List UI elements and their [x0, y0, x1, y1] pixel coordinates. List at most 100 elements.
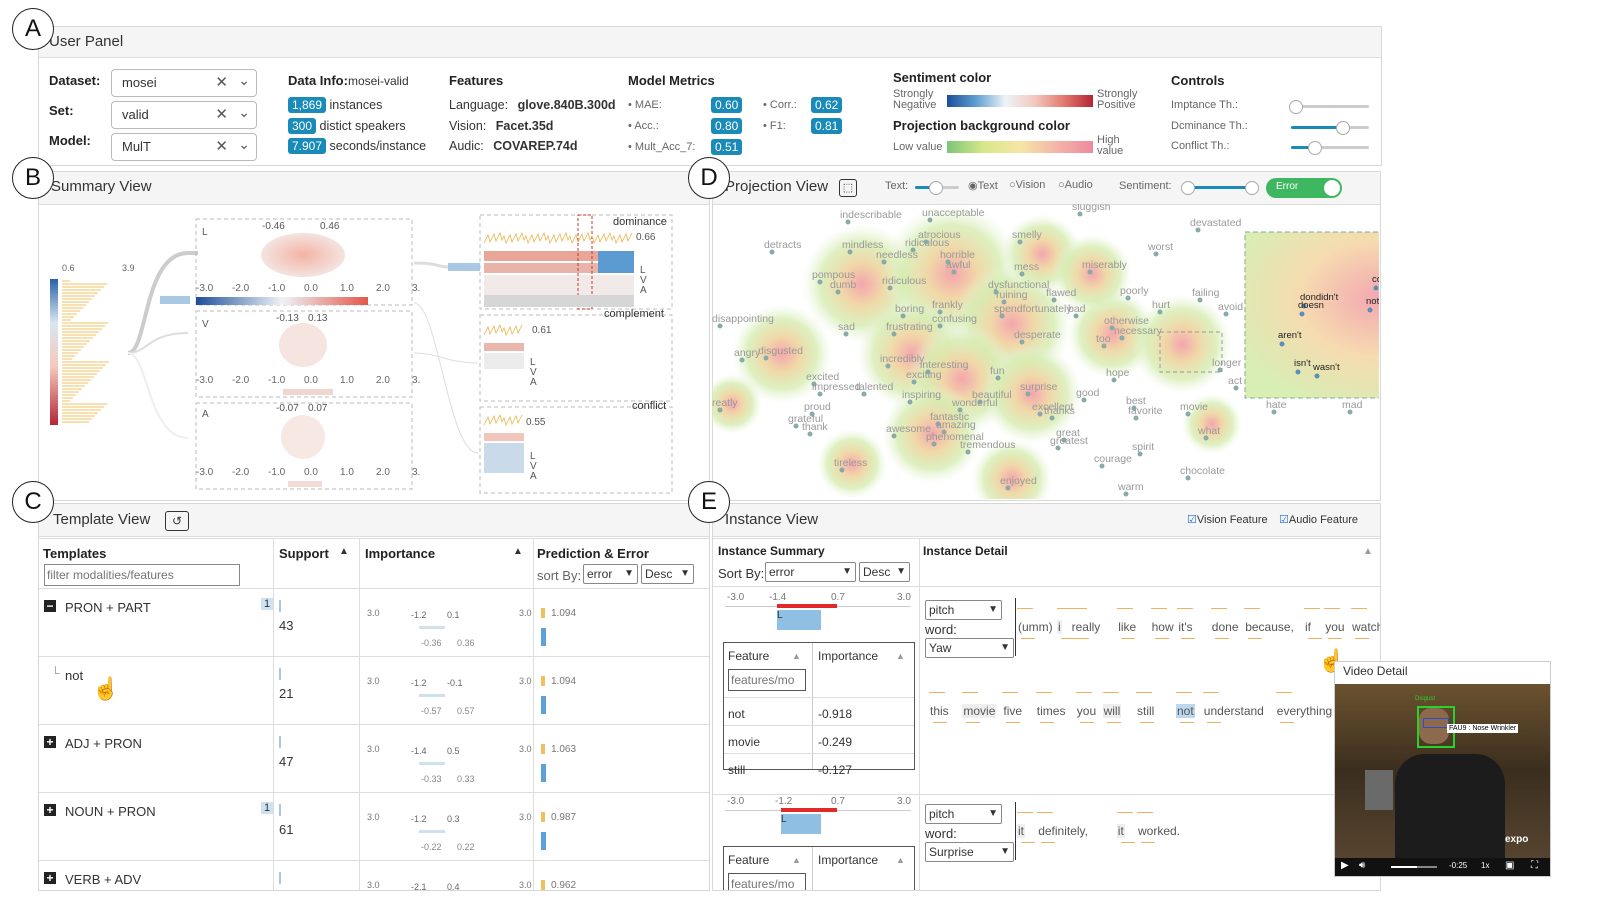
detail-word[interactable]: you	[1076, 704, 1097, 718]
dataset-select[interactable]: mosei ✕ ⌄	[111, 69, 257, 97]
chevron-down-icon[interactable]: ⌄	[238, 136, 250, 152]
detail-word[interactable]: five	[1003, 704, 1023, 718]
detail-word[interactable]: how	[1151, 620, 1174, 634]
reset-icon[interactable]: ↺	[165, 511, 189, 531]
chevron-down-icon[interactable]: ⌄	[238, 104, 250, 120]
sort-asc-icon[interactable]: ▲	[792, 651, 801, 661]
detail-word[interactable]: still	[1137, 704, 1155, 718]
word-select[interactable]: Surprise ▼	[925, 842, 1014, 862]
sort-asc-icon[interactable]: ▲	[792, 855, 801, 865]
detail-word[interactable]: worked.	[1138, 824, 1181, 838]
detail-word[interactable]: times	[1036, 704, 1066, 718]
conflict-slider[interactable]	[1291, 141, 1369, 155]
zoom-panel[interactable]	[1244, 231, 1379, 399]
template-label[interactable]: PRON + PART	[65, 600, 151, 615]
feature-filter-input[interactable]	[728, 669, 806, 691]
sort-order-select[interactable]: Desc ▼	[641, 564, 694, 584]
template-row[interactable]: + NOUN + PRON 1 61 3.0 3.0 -1.2 0.3 -0.22 0.22 0.9…	[39, 794, 709, 861]
sort-asc-icon[interactable]: ▲	[339, 546, 349, 557]
chevron-down-icon[interactable]: ⌄	[238, 72, 250, 88]
template-row[interactable]: + VERB + ADV 3.0 3.0 -2.1 0.4 0.962	[39, 862, 709, 890]
pitch-select[interactable]: pitch ▼	[925, 804, 1002, 824]
detail-word[interactable]: it	[1017, 824, 1025, 838]
importance-col[interactable]: Importance	[818, 649, 879, 663]
detail-word[interactable]: (umm)	[1018, 620, 1053, 634]
template-row[interactable]: − PRON + PART 1 43 3.0 3.0 -1.2 0.1 -0.36 0.36 1.0…	[39, 590, 709, 657]
col-templates[interactable]: Templates	[43, 546, 107, 561]
template-row[interactable]: └ not 21 3.0 3.0 -1.2 -0.1 -0.57 0.57 1.094	[39, 658, 709, 725]
playback-speed[interactable]: 1x	[1481, 861, 1490, 870]
checkbox-icon[interactable]: ☑	[1279, 514, 1289, 526]
lasso-icon[interactable]: ⬚	[839, 179, 857, 197]
sort-asc-icon[interactable]: ▲	[896, 651, 905, 661]
template-label[interactable]: not	[65, 668, 84, 683]
radio-icon[interactable]: ○	[1009, 179, 1016, 191]
template-filter-input[interactable]	[44, 564, 240, 586]
sort-asc-icon[interactable]: ▲	[513, 546, 523, 557]
importance-knob[interactable]	[1288, 100, 1303, 114]
detail-word[interactable]: definitely,	[1038, 824, 1088, 838]
sort-asc-icon[interactable]: ▲	[1363, 546, 1373, 557]
feature-col[interactable]: Feature	[728, 853, 770, 867]
set-select[interactable]: valid ✕ ⌄	[111, 101, 257, 129]
radio-audio[interactable]: ○Audio	[1058, 179, 1093, 191]
detail-word[interactable]: everything	[1276, 704, 1333, 718]
dominance-slider[interactable]	[1291, 121, 1369, 135]
detail-word[interactable]: watch	[1352, 620, 1381, 634]
sentiment-range-slider[interactable]	[1181, 181, 1259, 195]
template-row[interactable]: + ADJ + PRON 47 3.0 3.0 -1.4 0.5 -0.33 0.33 1.063	[39, 726, 709, 793]
volume-icon[interactable]: 🔊︎	[1359, 860, 1366, 871]
template-label[interactable]: ADJ + PRON	[65, 736, 142, 751]
radio-text[interactable]: ◉Text	[968, 180, 998, 192]
detail-word[interactable]: it's	[1178, 620, 1193, 634]
expand-icon[interactable]: +	[44, 872, 56, 884]
detail-word[interactable]: like	[1118, 620, 1137, 634]
detail-word[interactable]: you	[1325, 620, 1345, 634]
radio-icon[interactable]: ○	[1058, 179, 1065, 191]
instance-sort-order[interactable]: Desc ▼	[859, 562, 910, 582]
feature-col[interactable]: Feature	[728, 649, 770, 663]
range-min-knob[interactable]	[1181, 181, 1195, 195]
clear-icon[interactable]: ✕	[215, 138, 228, 155]
template-label[interactable]: NOUN + PRON	[65, 804, 156, 819]
video-progress[interactable]	[1391, 866, 1437, 868]
model-select[interactable]: MulT ✕ ⌄	[111, 133, 257, 161]
pitch-select[interactable]: pitch ▼	[925, 600, 1002, 620]
play-icon[interactable]: ▶	[1341, 860, 1349, 871]
detail-word[interactable]: i	[1057, 620, 1062, 634]
range-max-knob[interactable]	[1245, 181, 1259, 195]
detail-word[interactable]: really	[1071, 620, 1101, 634]
error-toggle[interactable]: Error	[1266, 178, 1342, 198]
detail-word[interactable]: will	[1102, 704, 1122, 718]
expand-icon[interactable]: +	[44, 736, 56, 748]
conflict-knob[interactable]	[1308, 141, 1323, 155]
checkbox-icon[interactable]: ☑	[1187, 514, 1197, 526]
zoom-source-box[interactable]	[1159, 331, 1223, 373]
importance-col[interactable]: Importance	[818, 853, 879, 867]
audio-feature-checkbox[interactable]: ☑Audio Feature	[1279, 514, 1358, 526]
detail-word[interactable]: it	[1116, 824, 1125, 838]
vision-feature-checkbox[interactable]: ☑Vision Feature	[1187, 514, 1268, 526]
detail-word[interactable]: understand	[1203, 704, 1264, 718]
detail-word[interactable]: not	[1176, 704, 1195, 718]
detail-word[interactable]: done	[1211, 620, 1239, 634]
pip-icon[interactable]: ▣	[1505, 860, 1515, 871]
selection-box[interactable]	[577, 214, 593, 310]
col-support[interactable]: Support	[279, 546, 329, 561]
template-label[interactable]: VERB + ADV	[65, 872, 142, 887]
video-frame[interactable]: Disgust FAU9 : Nose Wrinkler expo	[1335, 684, 1550, 858]
detail-word[interactable]: because,	[1245, 620, 1294, 634]
collapse-icon[interactable]: −	[44, 600, 56, 612]
fullscreen-icon[interactable]: ⛶	[1531, 860, 1538, 871]
text-slider-knob[interactable]	[929, 181, 943, 195]
detail-word[interactable]: if	[1305, 620, 1311, 634]
dominance-knob[interactable]	[1335, 121, 1350, 135]
text-slider[interactable]	[915, 181, 959, 195]
detail-word[interactable]: this	[930, 704, 949, 718]
clear-icon[interactable]: ✕	[215, 74, 228, 91]
detail-word[interactable]: movie	[962, 704, 997, 718]
feature-filter-input[interactable]	[728, 873, 806, 890]
radio-checked-icon[interactable]: ◉	[968, 180, 978, 192]
col-importance[interactable]: Importance	[365, 546, 436, 561]
radio-vision[interactable]: ○Vision	[1009, 179, 1046, 191]
